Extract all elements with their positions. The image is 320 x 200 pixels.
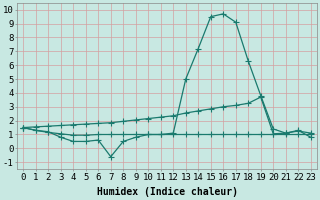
X-axis label: Humidex (Indice chaleur): Humidex (Indice chaleur): [97, 187, 237, 197]
